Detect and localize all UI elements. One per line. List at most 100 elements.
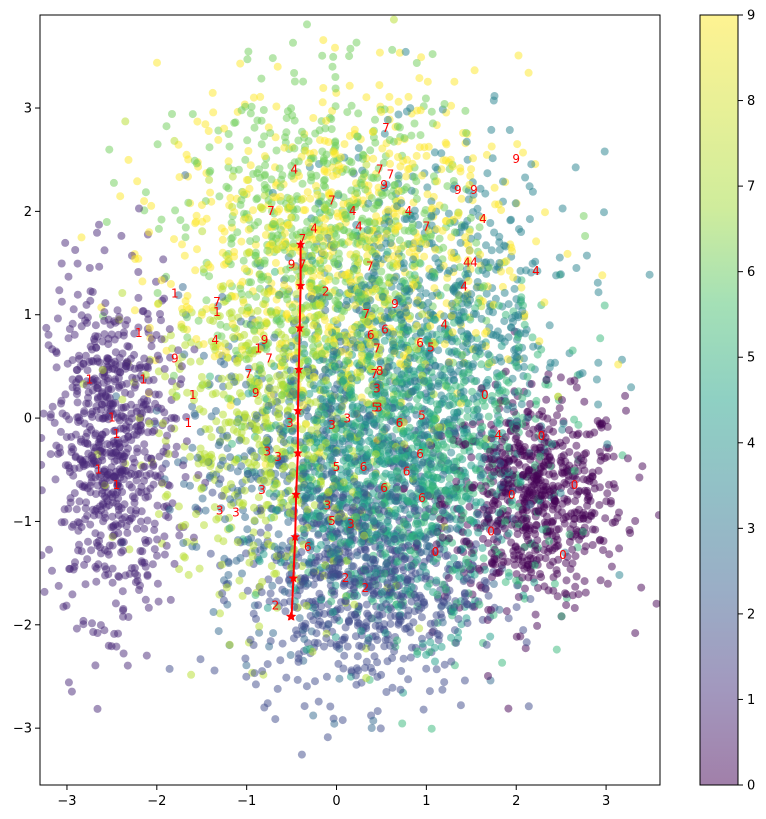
scatter-point [556,373,565,382]
scatter-point [104,550,113,559]
scatter-point [562,576,571,585]
scatter-point [326,702,335,711]
scatter-point [545,321,554,330]
scatter-point [160,365,169,373]
scatter-point [250,516,259,525]
scatter-point [282,311,291,320]
scatter-point [574,590,583,599]
scatter-point [558,396,566,404]
scatter-point [208,488,217,497]
scatter-point [282,128,291,137]
scatter-point [623,454,632,463]
scatter-point [57,297,66,306]
scatter-point [412,194,421,203]
scatter-point [224,571,233,579]
scatter-point [422,151,431,160]
scatter-point [166,331,175,340]
scatter-point [533,621,542,630]
scatter-point [242,176,251,184]
scatter-point [269,629,278,638]
scatter-point [395,48,404,57]
scatter-point [426,638,435,647]
scatter-point [437,601,446,610]
scatter-point [437,149,446,158]
scatter-point [118,289,127,297]
scatter-point [135,204,143,213]
scatter-point [129,463,137,472]
scatter-point [384,205,392,214]
scatter-point [512,603,521,612]
scatter-point [64,504,73,513]
scatter-point [581,542,590,551]
scatter-point [278,391,287,400]
scatter-point [190,389,199,398]
scatter-point [264,374,273,382]
scatter-point [150,526,159,534]
scatter-point [277,175,286,184]
scatter-point [180,251,189,260]
scatter-point [176,216,185,225]
scatter-point [482,289,491,298]
scatter-point [393,262,401,270]
scatter-point [514,51,523,60]
scatter-point [295,614,304,623]
scatter-point [196,655,205,664]
scatter-point [595,419,604,428]
scatter-point [125,545,134,554]
scatter-point [423,183,432,192]
scatter-point [386,619,395,628]
scatter-point [259,106,268,114]
scatter-point [154,597,163,606]
scatter-point [224,184,233,193]
scatter-point [81,580,90,589]
scatter-point [160,294,169,303]
scatter-point [258,667,267,676]
scatter-point [572,383,581,392]
scatter-point [125,480,134,489]
scatter-point [631,517,640,525]
scatter-point [46,450,55,459]
scatter-point [469,154,477,163]
scatter-point [192,335,201,343]
scatter-point [600,147,609,156]
scatter-point [19,590,27,598]
scatter-point [622,406,630,415]
scatter-point [440,678,449,687]
scatter-point [258,577,267,586]
scatter-point [278,639,287,648]
scatter-point [540,298,549,307]
scatter-point [61,390,70,399]
scatter-point [385,149,394,158]
scatter-point [380,129,389,138]
scatter-point [562,480,571,489]
scatter-point [218,285,227,294]
scatter-point [209,608,218,616]
scatter-point [309,342,318,351]
scatter-point [525,215,534,224]
scatter-point [159,447,168,456]
scatter-point [579,212,588,220]
scatter-point [482,258,491,267]
scatter-point [277,330,286,339]
scatter-point [455,572,464,581]
scatter-point [441,585,450,594]
scatter-point [319,242,328,250]
scatter-point [304,412,313,421]
scatter-point [75,540,83,549]
scatter-point [93,541,102,550]
scatter-point [40,486,46,495]
scatter-point [214,135,223,144]
scatter-point [552,645,561,654]
scatter-point [400,226,409,235]
scatter-point [394,97,403,106]
scatter-point [600,208,608,217]
scatter-point [477,314,486,323]
scatter-point [240,486,249,495]
scatter-point [176,380,185,389]
scatter-point [228,439,236,448]
scatter-point [124,613,133,621]
scatter-point [511,199,520,208]
scatter-point [118,515,127,524]
scatter-point [272,444,281,453]
scatter-point [204,260,213,269]
